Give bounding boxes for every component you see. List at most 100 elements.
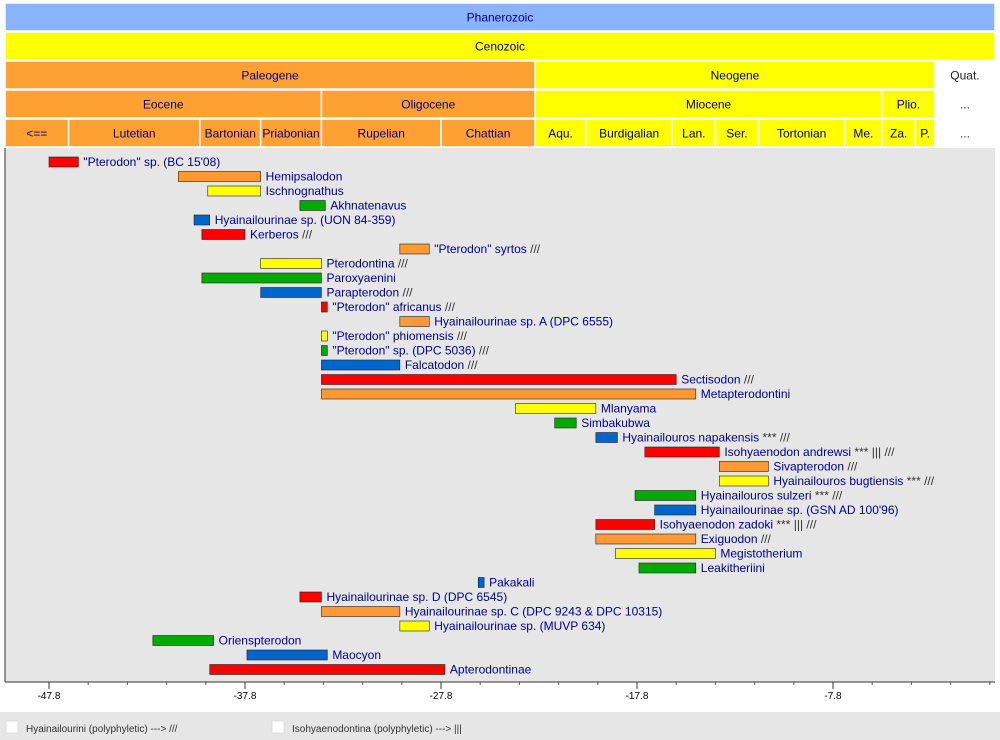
taxon-bar[interactable] <box>178 171 261 182</box>
taxon-name[interactable]: Hyainailourinae sp. C (DPC 9243 & DPC 10… <box>405 605 662 619</box>
taxon-bar[interactable] <box>321 301 328 313</box>
taxon-bar[interactable] <box>515 403 597 414</box>
taxon-bar[interactable] <box>615 548 716 559</box>
taxon-name[interactable]: Hyainailouros napakensis <box>622 431 759 445</box>
taxon-name[interactable]: Simbakubwa <box>581 416 650 430</box>
taxon-name[interactable]: "Pterodon" syrtos <box>434 242 527 256</box>
taxon-label[interactable]: Hemipsalodon <box>266 170 343 184</box>
taxon-label[interactable]: Isohyaenodon andrewsi *** ||| /// <box>724 445 895 459</box>
taxon-name[interactable]: Ischnognathus <box>266 184 344 198</box>
taxon-bar[interactable] <box>299 591 322 603</box>
taxon-name[interactable]: Hyainailourinae sp. D (DPC 6545) <box>326 590 507 604</box>
taxon-name[interactable]: Pakakali <box>489 576 534 590</box>
taxon-name[interactable]: Falcatodon <box>405 358 464 372</box>
taxon-bar[interactable] <box>321 606 401 617</box>
taxon-bar[interactable] <box>644 446 720 458</box>
taxon-name[interactable]: Akhnatenavus <box>330 199 406 213</box>
taxon-label[interactable]: Hyainailourinae sp. (GSN AD 100'96) <box>701 503 899 517</box>
taxon-bar[interactable] <box>595 432 618 443</box>
taxon-label[interactable]: Maocyon <box>332 648 381 662</box>
taxon-name[interactable]: Isohyaenodon andrewsi <box>724 445 851 459</box>
taxon-bar[interactable] <box>399 243 430 255</box>
taxon-name[interactable]: Hyainailouros sulzeri <box>701 489 812 503</box>
taxon-name[interactable]: Paroxyaenini <box>326 271 395 285</box>
taxon-bar[interactable] <box>595 533 697 545</box>
taxon-bar[interactable] <box>399 316 430 327</box>
taxon-name[interactable]: Apterodontinae <box>450 663 532 677</box>
taxon-name[interactable]: "Pterodon" sp. (DPC 5036) <box>332 344 475 358</box>
taxon-label[interactable]: Falcatodon /// <box>405 358 478 372</box>
taxon-label[interactable]: "Pterodon" sp. (DPC 5036) /// <box>332 344 489 358</box>
taxon-name[interactable]: Exiguodon <box>701 532 758 546</box>
taxon-name[interactable]: Kerberos <box>250 228 299 242</box>
taxon-name[interactable]: "Pterodon" africanus <box>332 300 441 314</box>
taxon-bar[interactable] <box>654 504 697 516</box>
taxon-bar[interactable] <box>634 490 697 501</box>
taxon-name[interactable]: Orienspterodon <box>219 634 302 648</box>
taxon-name[interactable]: Metapterodontini <box>701 387 790 401</box>
taxon-name[interactable]: Isohyaenodon zadoki <box>660 518 773 532</box>
taxon-label[interactable]: Isohyaenodon zadoki *** ||| /// <box>660 518 817 532</box>
taxon-name[interactable]: Hyainailourinae sp. (MUVP 634) <box>434 619 605 633</box>
taxon-bar[interactable] <box>246 649 328 661</box>
taxon-name[interactable]: Pterodontina <box>326 257 394 271</box>
taxon-name[interactable]: Hyainailourinae sp. (GSN AD 100'96) <box>701 503 899 517</box>
taxon-label[interactable]: Hyainailourinae sp. A (DPC 6555) <box>434 315 613 329</box>
taxon-label[interactable]: Kerberos /// <box>250 228 313 242</box>
taxon-label[interactable]: Mlanyama <box>601 402 657 416</box>
taxon-bar[interactable] <box>719 461 769 472</box>
taxon-label[interactable]: Sivapterodon /// <box>773 460 858 474</box>
taxon-name[interactable]: Hyainailourinae sp. (UON 84-359) <box>215 213 396 227</box>
taxon-label[interactable]: Orienspterodon <box>219 634 302 648</box>
taxon-name[interactable]: "Pterodon" sp. (BC 15'08) <box>83 155 220 169</box>
taxon-name[interactable]: Megistotherium <box>720 547 802 561</box>
taxon-label[interactable]: "Pterodon" africanus /// <box>332 300 455 314</box>
taxon-label[interactable]: Parapterodon /// <box>326 286 413 300</box>
taxon-label[interactable]: Pakakali <box>489 576 534 590</box>
taxon-label[interactable]: Hyainailouros sulzeri *** /// <box>701 489 843 503</box>
taxon-bar[interactable] <box>48 156 79 168</box>
taxon-name[interactable]: Hyainailourinae sp. A (DPC 6555) <box>434 315 613 329</box>
taxon-bar[interactable] <box>321 359 401 371</box>
taxon-label[interactable]: Hyainailourinae sp. D (DPC 6545) <box>326 590 507 604</box>
taxon-name[interactable]: Sectisodon <box>681 373 740 387</box>
taxon-label[interactable]: Hyainailourinae sp. C (DPC 9243 & DPC 10… <box>405 605 662 619</box>
taxon-bar[interactable] <box>399 620 430 632</box>
taxon-bar[interactable] <box>477 577 485 588</box>
taxon-bar[interactable] <box>595 519 655 530</box>
taxon-bar[interactable] <box>321 345 328 356</box>
taxon-label[interactable]: Ischnognathus <box>266 184 344 198</box>
taxon-name[interactable]: Parapterodon <box>326 286 399 300</box>
taxon-name[interactable]: Leakitheriini <box>701 561 765 575</box>
taxon-bar[interactable] <box>321 374 677 385</box>
taxon-bar[interactable] <box>321 388 697 400</box>
taxon-label[interactable]: Hyainailouros napakensis *** /// <box>622 431 790 445</box>
taxon-label[interactable]: Megistotherium <box>720 547 802 561</box>
taxon-bar[interactable] <box>260 258 322 269</box>
taxon-bar[interactable] <box>201 272 322 284</box>
taxon-label[interactable]: "Pterodon" phiomensis /// <box>332 329 467 343</box>
taxon-name[interactable]: Sivapterodon <box>773 460 844 474</box>
taxon-label[interactable]: "Pterodon" sp. (BC 15'08) <box>83 155 220 169</box>
taxon-label[interactable]: Pterodontina /// <box>326 257 408 271</box>
taxon-label[interactable]: Hyainailouros bugtiensis *** /// <box>773 474 934 488</box>
taxon-label[interactable]: Hyainailourinae sp. (UON 84-359) <box>215 213 396 227</box>
taxon-bar[interactable] <box>193 214 211 226</box>
taxon-bar[interactable] <box>260 287 322 298</box>
taxon-name[interactable]: "Pterodon" phiomensis <box>332 329 453 343</box>
taxon-label[interactable]: Paroxyaenini <box>326 271 395 285</box>
taxon-name[interactable]: Mlanyama <box>601 402 657 416</box>
taxon-label[interactable]: Exiguodon /// <box>701 532 772 546</box>
taxon-bar[interactable] <box>209 664 446 675</box>
taxon-label[interactable]: "Pterodon" syrtos /// <box>434 242 541 256</box>
taxon-bar[interactable] <box>554 417 577 429</box>
taxon-bar[interactable] <box>299 200 326 211</box>
taxon-label[interactable]: Leakitheriini <box>701 561 765 575</box>
taxon-label[interactable]: Apterodontinae <box>450 663 532 677</box>
taxon-name[interactable]: Maocyon <box>332 648 381 662</box>
taxon-bar[interactable] <box>201 229 246 240</box>
taxon-bar[interactable] <box>638 562 697 574</box>
taxon-label[interactable]: Metapterodontini <box>701 387 790 401</box>
taxon-bar[interactable] <box>207 185 261 197</box>
taxon-bar[interactable] <box>321 330 328 342</box>
